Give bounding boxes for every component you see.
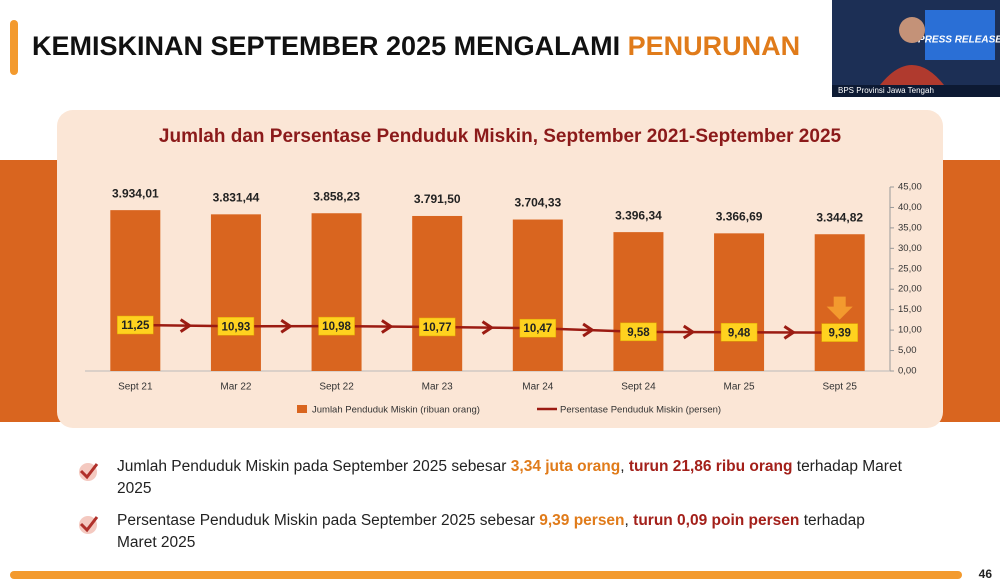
bullet-text: 3,34 juta orang xyxy=(510,458,621,475)
bar xyxy=(210,214,261,371)
bullet-text: , xyxy=(624,512,634,529)
bullet-text: turun 0,09 poin persen xyxy=(633,512,800,529)
line-value-label: 9,48 xyxy=(728,327,751,339)
y2-tick-label: 10,00 xyxy=(898,325,922,336)
thumbnail-caption: BPS Provinsi Jawa Tengah xyxy=(838,86,934,95)
bar xyxy=(613,232,664,371)
line-value-label: 9,39 xyxy=(828,328,850,340)
slide-title: KEMISKINAN SEPTEMBER 2025 MENGALAMI PENU… xyxy=(32,31,800,61)
line-label-box xyxy=(318,316,355,336)
bar-value-label: 3.396,34 xyxy=(615,208,662,222)
bullet: Jumlah Penduduk Miskin pada September 20… xyxy=(117,456,907,500)
bullet-text: terhadap Maret 2025 xyxy=(117,458,902,497)
line-value-label: 10,93 xyxy=(222,321,251,333)
line-label-box xyxy=(720,322,758,342)
y2-tick-label: 25,00 xyxy=(898,263,922,274)
x-tick-label: Sept 24 xyxy=(621,382,656,393)
bar-value-label: 3.858,23 xyxy=(313,189,360,203)
y2-tick-label: 45,00 xyxy=(898,182,922,193)
title-main: KEMISKINAN SEPTEMBER 2025 MENGALAMI xyxy=(32,31,628,61)
x-tick-label: Sept 25 xyxy=(822,382,857,393)
line-chevron xyxy=(481,320,495,335)
bar-value-label: 3.704,33 xyxy=(514,196,561,210)
down-arrow xyxy=(826,296,853,320)
legend-label: Persentase Penduduk Miskin (persen) xyxy=(560,405,721,416)
x-tick-label: Sept 21 xyxy=(118,382,153,393)
progress-bar xyxy=(10,571,962,579)
y2-tick-label: 30,00 xyxy=(898,243,922,254)
y2-tick-label: 20,00 xyxy=(898,284,922,295)
legend-swatch xyxy=(297,405,307,413)
line-chevron xyxy=(682,324,696,340)
line-label-box xyxy=(821,323,858,342)
line-value-label: 11,25 xyxy=(121,320,150,332)
y2-tick-label: 15,00 xyxy=(898,304,922,315)
thumbnail-screen xyxy=(925,10,995,60)
bullet-text: Persentase Penduduk Miskin pada Septembe… xyxy=(117,512,540,529)
line-label-box xyxy=(418,317,456,337)
x-tick-label: Sept 22 xyxy=(319,382,354,393)
bar-value-label: 3.344,82 xyxy=(816,210,863,224)
y2-tick-label: 35,00 xyxy=(898,222,922,233)
bar xyxy=(311,213,362,371)
bullet: Persentase Penduduk Miskin pada Septembe… xyxy=(117,510,907,554)
bar-value-label: 3.831,44 xyxy=(213,191,260,205)
line-label-box xyxy=(117,315,154,335)
bar xyxy=(512,219,563,371)
bar xyxy=(412,215,463,371)
bar-value-label: 3.934,01 xyxy=(112,186,159,200)
bullet-text: , xyxy=(620,458,629,475)
page-number: 46 xyxy=(979,567,993,581)
bullet-text: Jumlah Penduduk Miskin pada September 20… xyxy=(117,458,511,475)
line-chevron xyxy=(582,322,595,338)
presenter-head xyxy=(899,17,925,43)
line-value-label: 10,47 xyxy=(523,323,552,335)
check-icon xyxy=(79,516,99,534)
x-tick-label: Mar 25 xyxy=(724,382,756,393)
x-tick-label: Mar 22 xyxy=(220,382,252,393)
y2-tick-label: 5,00 xyxy=(898,345,917,356)
thumbnail-caption-bar xyxy=(832,85,1000,97)
bar-value-label: 3.366,69 xyxy=(716,210,763,224)
bullet-text: turun 21,86 ribu orang xyxy=(628,458,793,475)
y2-tick-label: 0,00 xyxy=(898,366,917,377)
title-highlight: PENURUNAN xyxy=(628,31,801,61)
check-icon xyxy=(79,463,99,481)
bullet-text: 9,39 persen xyxy=(539,512,625,529)
line-label-box xyxy=(620,322,657,342)
x-tick-label: Mar 23 xyxy=(422,382,454,393)
thumbnail-badge: PRESS RELEASE xyxy=(918,35,1000,46)
line-chevron xyxy=(381,319,394,334)
line-value-label: 9,58 xyxy=(627,327,650,339)
chart-title: Jumlah dan Persentase Penduduk Miskin, S… xyxy=(159,126,842,147)
line-value-label: 10,77 xyxy=(423,322,452,334)
chart-card xyxy=(57,110,943,428)
line-chevron xyxy=(280,318,293,334)
line-chevron xyxy=(783,325,797,340)
bar-value-label: 3.791,50 xyxy=(414,192,461,206)
bullet-text: terhadap Maret 2025 xyxy=(117,512,865,551)
x-tick-label: Mar 24 xyxy=(522,382,554,393)
legend-label: Jumlah Penduduk Miskin (ribuan orang) xyxy=(312,405,480,416)
plot: 0,00 5,00 10,00 15,00 20,00 25,00 30,00 35,00 40… xyxy=(85,182,922,416)
bar xyxy=(714,233,765,371)
line-label-box xyxy=(217,317,255,336)
bar xyxy=(110,210,161,371)
presenter-body xyxy=(880,65,944,85)
y2-tick-label: 40,00 xyxy=(898,202,922,213)
line-value-label: 10,98 xyxy=(322,321,351,333)
line-label-box xyxy=(519,318,557,338)
line-chevron xyxy=(179,318,193,333)
title-accent xyxy=(10,20,18,75)
